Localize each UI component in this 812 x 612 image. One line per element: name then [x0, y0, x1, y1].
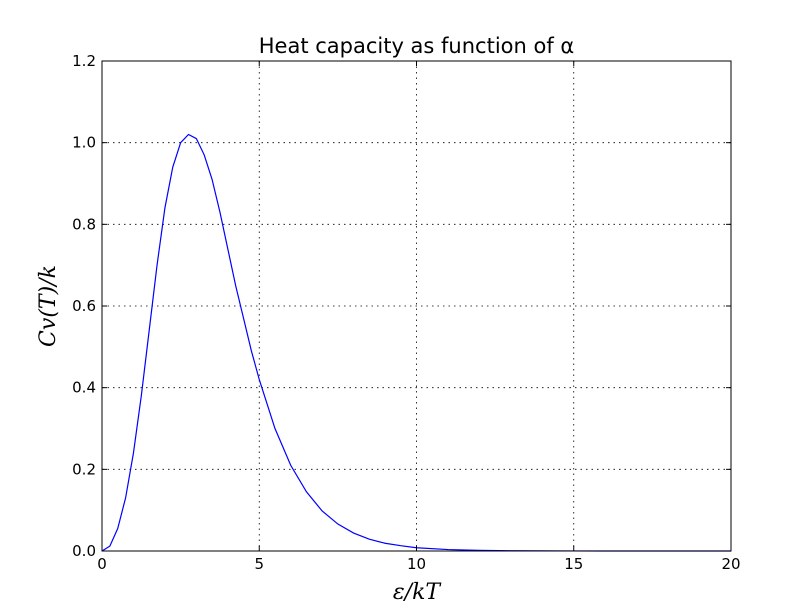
x-tick-label: 10	[407, 555, 426, 573]
x-tick-label: 5	[254, 555, 264, 573]
y-tick-label: 1.0	[72, 134, 96, 152]
y-tick-label: 0.4	[72, 379, 96, 397]
y-tick-label: 0.6	[72, 297, 96, 315]
x-tick-label: 0	[97, 555, 107, 573]
chart-title: Heat capacity as function of α	[259, 34, 575, 58]
x-tick-label: 20	[721, 555, 740, 573]
x-axis-label: ε/kT	[393, 580, 443, 605]
y-axis-label: Cv(T)/k	[36, 265, 61, 347]
ticks: 0 5 10 15 20 0.0 0.2 0.4 0.6 0.8 1.0 1.2	[72, 52, 740, 573]
y-tick-label: 0.2	[72, 460, 96, 478]
y-tick-label: 1.2	[72, 52, 96, 70]
y-tick-label: 0.8	[72, 215, 96, 233]
y-tick-label: 0.0	[72, 542, 96, 560]
x-tick-label: 15	[564, 555, 583, 573]
grid	[102, 61, 731, 551]
